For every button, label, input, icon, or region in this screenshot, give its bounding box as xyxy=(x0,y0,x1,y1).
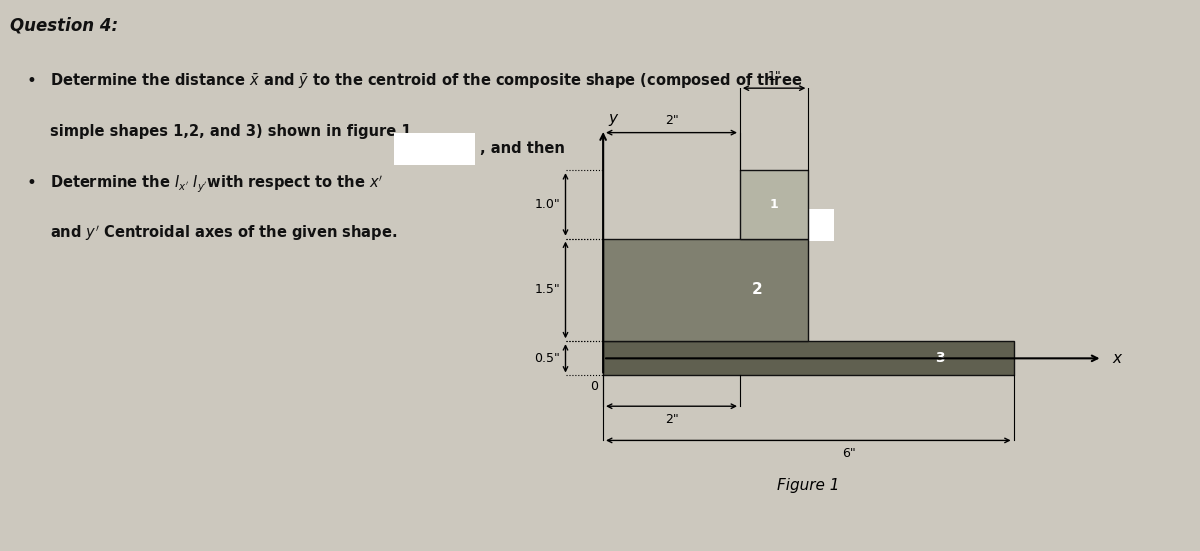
Text: 0: 0 xyxy=(589,380,598,392)
Text: •: • xyxy=(26,174,36,192)
Text: simple shapes 1,2, and 3) shown in figure 1.: simple shapes 1,2, and 3) shown in figur… xyxy=(50,124,418,139)
Text: y: y xyxy=(608,111,618,126)
Bar xyxy=(394,133,475,165)
Text: 2": 2" xyxy=(665,413,678,426)
Text: 1.0": 1.0" xyxy=(534,198,560,211)
Text: Figure 1: Figure 1 xyxy=(778,478,840,493)
Text: Question 4:: Question 4: xyxy=(10,17,118,35)
Text: Determine the $I_{x'}$ $I_{y'}$with respect to the $x'$: Determine the $I_{x'}$ $I_{y'}$with resp… xyxy=(50,174,384,195)
Text: 6": 6" xyxy=(842,447,857,460)
Text: , and then: , and then xyxy=(480,141,565,156)
Text: 3: 3 xyxy=(935,352,944,365)
Text: •: • xyxy=(26,72,36,90)
Text: and $y'$ Centroidal axes of the given shape.: and $y'$ Centroidal axes of the given sh… xyxy=(50,223,397,243)
Bar xyxy=(604,341,1014,375)
Text: 1: 1 xyxy=(769,198,779,211)
Text: x: x xyxy=(1112,351,1122,366)
Text: 2: 2 xyxy=(751,283,762,298)
Text: 2": 2" xyxy=(665,114,678,127)
Text: 0.5": 0.5" xyxy=(534,352,560,365)
Text: Determine the distance $\bar{x}$ and $\bar{y}$ to the centroid of the composite : Determine the distance $\bar{x}$ and $\b… xyxy=(50,72,803,91)
Text: 1.5": 1.5" xyxy=(534,283,560,296)
Text: 1": 1" xyxy=(767,69,781,83)
Bar xyxy=(740,170,809,239)
Bar xyxy=(604,239,809,341)
Bar xyxy=(744,209,834,241)
